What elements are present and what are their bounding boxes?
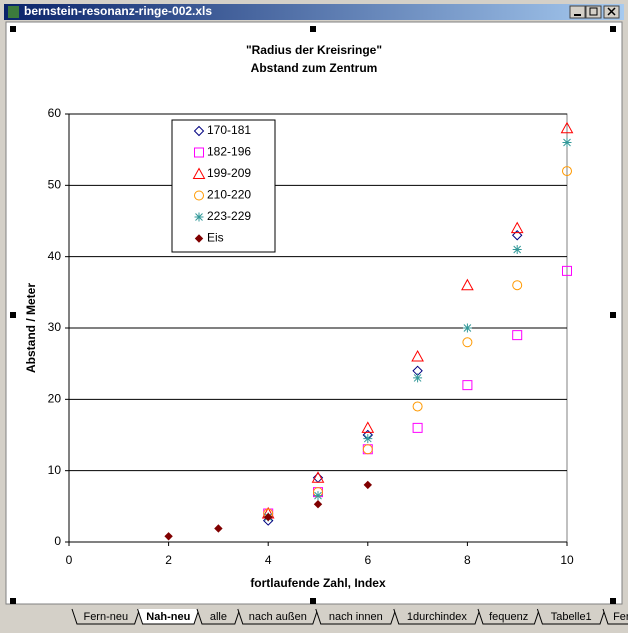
data-point: [363, 434, 373, 444]
data-point: [413, 373, 423, 383]
legend-marker: [193, 125, 205, 137]
data-point: [411, 349, 424, 362]
x-tick-label: 4: [265, 553, 272, 567]
data-point: [462, 380, 473, 391]
sheet-tab[interactable]: [477, 608, 540, 625]
data-point: [461, 278, 474, 291]
data-point: [562, 138, 572, 148]
legend-label: 210-220: [207, 188, 251, 202]
data-point: [462, 337, 473, 348]
data-point: [311, 471, 325, 483]
data-point: [562, 265, 572, 276]
y-tick-label: 40: [48, 249, 62, 263]
data-point: [512, 330, 523, 341]
sheet-tab-label[interactable]: nach innen: [329, 611, 383, 623]
legend-marker: [194, 190, 205, 201]
sheet-tab-label[interactable]: Fern-neu: [83, 611, 128, 623]
data-point: [262, 515, 274, 526]
sheet-tab-label[interactable]: Fern: [613, 611, 628, 623]
data-point: [462, 323, 472, 333]
legend-label: 182-196: [207, 145, 251, 159]
sheet-tab[interactable]: [137, 608, 200, 625]
y-tick-label: 20: [48, 392, 62, 406]
y-tick-label: 30: [48, 320, 62, 334]
window-buttons[interactable]: [569, 5, 620, 19]
data-point: [214, 524, 223, 533]
x-tick-label: 2: [165, 553, 172, 567]
sheet-tab[interactable]: [196, 608, 241, 625]
data-point: [313, 491, 323, 501]
x-axis-label: fortlaufende Zahl, Index: [250, 576, 386, 590]
plot: 0 10 20 30 40 50 60 0 2 4 6 8 10 170-181 182-196 199-20…: [48, 106, 574, 567]
chart-title: "Radius der Kreisringe": [246, 43, 382, 57]
data-point: [362, 444, 373, 455]
data-point: [512, 280, 523, 291]
y-tick-label: 60: [48, 106, 62, 120]
data-point: [510, 221, 524, 234]
tab-scroll-button[interactable]: [38, 610, 51, 623]
x-tick-label: 0: [66, 553, 73, 567]
data-point: [412, 422, 423, 433]
chart-subtitle: Abstand zum Zentrum: [251, 61, 378, 75]
data-point: [562, 166, 573, 177]
sheet-tab[interactable]: [71, 608, 141, 625]
window-title: bernstein-resonanz-ringe-002.xls: [24, 4, 212, 18]
sheet-tab[interactable]: [536, 608, 606, 625]
sheet-tab[interactable]: [237, 608, 319, 625]
sheet-tab-label[interactable]: Nah-neu: [146, 611, 190, 623]
tab-scroll-button[interactable]: [53, 610, 66, 623]
sheet-tab-label[interactable]: Tabelle1: [551, 611, 592, 623]
data-point: [412, 401, 423, 412]
legend-label: 199-209: [207, 166, 251, 180]
sheet-tab[interactable]: [393, 608, 481, 625]
selection-handles: [10, 26, 616, 604]
data-point: [164, 532, 173, 541]
sheet-tab-label[interactable]: alle: [210, 611, 227, 623]
data-point: [313, 499, 323, 509]
legend-marker: [194, 234, 204, 243]
tab-scroll-button[interactable]: [8, 610, 21, 623]
title-bar: [4, 4, 624, 20]
sheet-tabs: Fern-neu Nah-neu alle nach außen nach innen 1…: [8, 608, 628, 625]
data-point: [511, 230, 523, 241]
x-tick-label: 6: [364, 553, 371, 567]
sheet-tab-label[interactable]: fequenz: [489, 611, 528, 623]
data-point: [263, 512, 273, 522]
x-tick-label: 8: [464, 553, 471, 567]
legend-label: Eis: [207, 231, 224, 245]
x-tick-label: 10: [560, 553, 574, 567]
sheet-tab[interactable]: [315, 608, 397, 625]
y-tick-label: 10: [48, 463, 62, 477]
legend-label: 170-181: [207, 123, 251, 137]
y-tick-label: 0: [54, 534, 61, 548]
y-tick-label: 50: [48, 178, 62, 192]
legend-marker: [194, 147, 204, 158]
app-icon: [8, 6, 19, 18]
tab-scroll-button[interactable]: [23, 610, 36, 623]
legend: [171, 119, 276, 253]
data-point: [361, 421, 375, 433]
legend-marker: [194, 212, 204, 222]
data-point: [512, 245, 522, 255]
data-point: [560, 121, 574, 134]
sheet-tab-label[interactable]: nach außen: [249, 611, 307, 623]
y-axis-label: Abstand / Meter: [24, 283, 38, 373]
sheet-tab-label[interactable]: 1durchindex: [407, 611, 467, 623]
legend-label: 223-229: [207, 209, 251, 223]
legend-marker: [192, 167, 206, 179]
sheet-tab[interactable]: [602, 608, 628, 625]
data-point: [363, 480, 373, 490]
minimize-button[interactable]: [569, 5, 586, 19]
